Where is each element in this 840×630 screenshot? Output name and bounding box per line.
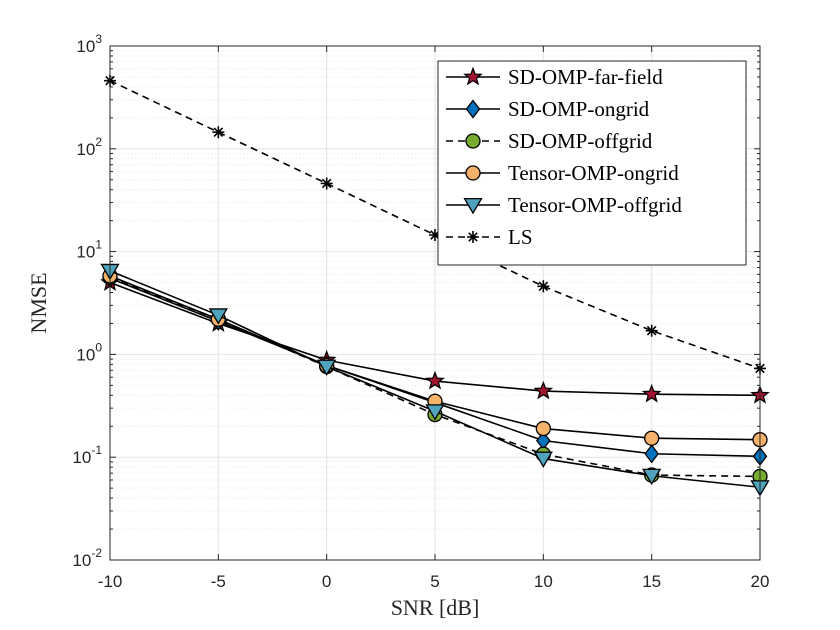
- series-marker: [645, 324, 658, 337]
- legend: SD-OMP-far-field SD-OMP-ongrid SD-OMP-offg…: [437, 60, 747, 266]
- series-marker: [463, 66, 483, 86]
- legend-item: SD-OMP-far-field: [446, 65, 663, 89]
- series-marker: [644, 430, 660, 446]
- series-marker: [535, 420, 551, 437]
- x-tick-label: 10: [534, 572, 553, 591]
- series-marker: [425, 370, 445, 390]
- legend-label: SD-OMP-far-field: [508, 65, 663, 89]
- legend-label: SD-OMP-offgrid: [508, 129, 653, 153]
- x-tick-label: 20: [751, 572, 770, 591]
- y-tick-label: 10-2: [72, 546, 102, 570]
- x-tick-label: 15: [642, 572, 661, 591]
- series-marker: [429, 229, 441, 242]
- legend-box: [437, 60, 747, 266]
- legend-label: SD-OMP-ongrid: [508, 97, 650, 121]
- series-marker: [212, 126, 225, 139]
- legend-label: Tensor-OMP-ongrid: [508, 161, 679, 185]
- series-marker: [463, 197, 483, 215]
- x-tick-label: -10: [98, 572, 123, 591]
- series-marker: [533, 451, 553, 468]
- legend-item: SD-OMP-ongrid: [446, 97, 650, 121]
- legend-item: LS: [446, 225, 533, 249]
- x-tick-label: 0: [322, 572, 331, 591]
- y-tick-label: 100: [76, 340, 102, 364]
- y-tick-label: 102: [76, 135, 102, 159]
- y-tick-label: 103: [76, 32, 102, 56]
- x-tick-label: -5: [211, 572, 226, 591]
- series-marker: [317, 359, 337, 377]
- y-tick-label: 101: [76, 238, 102, 262]
- series-marker: [465, 99, 481, 119]
- legend-label: LS: [508, 225, 533, 249]
- series-marker: [467, 231, 479, 243]
- series-marker: [208, 308, 228, 325]
- y-axis-label: NMSE: [26, 272, 51, 333]
- series-marker: [641, 383, 662, 403]
- y-tick-label: 10-1: [72, 443, 102, 467]
- series-marker: [465, 165, 481, 181]
- legend-label: Tensor-OMP-offgrid: [508, 193, 682, 217]
- series-marker: [644, 444, 659, 464]
- series-marker: [425, 404, 445, 421]
- series-marker: [533, 380, 554, 400]
- series-marker: [320, 177, 333, 190]
- series-marker: [537, 280, 550, 293]
- axes-box: [109, 45, 761, 561]
- x-axis-label: SNR [dB]: [391, 595, 480, 620]
- series-marker: [465, 133, 481, 149]
- series-marker: [642, 468, 662, 486]
- legend-item: Tensor-OMP-ongrid: [446, 161, 679, 185]
- x-tick-label: 5: [430, 572, 439, 591]
- legend-item: Tensor-OMP-offgrid: [446, 193, 682, 217]
- legend-item: SD-OMP-offgrid: [446, 129, 653, 153]
